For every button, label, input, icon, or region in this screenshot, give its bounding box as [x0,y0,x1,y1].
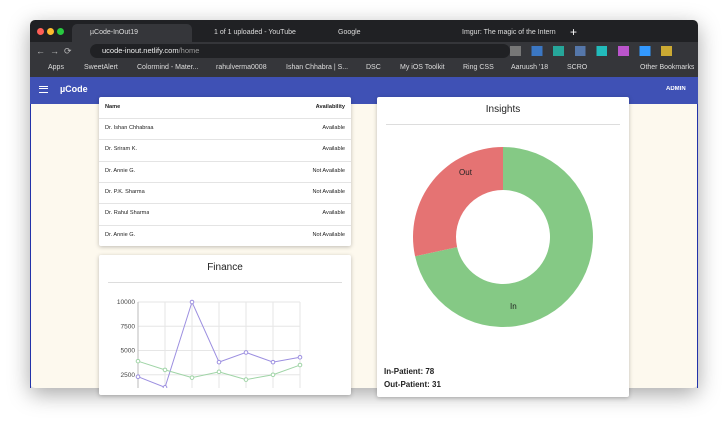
summary-line: In-Patient: 78 [384,367,435,376]
content-border [30,104,698,388]
header-cell: Availability [315,104,345,110]
point [243,377,249,382]
new-tab[interactable]: + [570,25,578,39]
bookmark[interactable]: SweetAlert [84,64,118,71]
app-title: µCode [60,84,88,94]
point [189,299,195,305]
point [162,385,168,388]
point [297,354,303,360]
row-divider [99,224,351,226]
tab[interactable]: 1 of 1 uploaded - YouTube [214,29,296,36]
y-tick-label: 2500 [121,372,136,379]
table-cell: Dr. P.K. Sharma [105,188,145,195]
tab-bar [30,20,698,42]
bookmark[interactable]: Other Bookmarks [640,64,695,71]
y-tick-label: 5000 [121,348,136,355]
table-cell: Not Available [312,188,345,195]
point [216,359,222,365]
user-button[interactable]: ADMIN [666,86,686,92]
page-bottom [0,388,728,427]
bookmark[interactable]: Colormind - Mater... [137,64,199,71]
extensions[interactable] [510,46,690,56]
table-cell: Dr. Sriram K. [105,146,138,153]
pie-slice [415,147,593,327]
window-controls[interactable] [37,28,67,35]
tab[interactable]: Imgur: The magic of the Intern [462,29,556,36]
table-cell: Available [322,125,345,131]
bookmark[interactable]: Apps [48,64,64,71]
url-path: /home [178,46,200,55]
bookmark[interactable]: Aaruush '18 [511,64,549,71]
point [189,375,195,380]
table-cell: Dr. Annie G. [105,167,136,174]
point [135,358,141,364]
bookmark[interactable]: Ring CSS [463,64,494,71]
y-tick-label: 7500 [121,323,136,330]
slice-label: In [510,302,517,311]
y-tick-label: 10000 [117,299,135,306]
tab[interactable]: µCode-InOut19 [72,24,192,42]
table-cell: Available [322,210,345,217]
point [270,359,276,365]
row-divider [99,203,351,205]
divider [386,124,620,125]
point [162,367,168,373]
address-bar[interactable]: ucode-inout.netlify.com/home [90,44,510,58]
point [135,374,141,379]
table-cell: Dr. Annie G. [105,231,136,238]
table-cell: Available [322,146,345,153]
point [243,350,249,355]
finance-card [99,255,351,395]
table-cell: Not Available [312,231,345,238]
slice-label: Out [459,168,473,177]
divider [108,282,342,283]
bookmark[interactable]: rahulverma0008 [216,64,267,71]
doctor-table: Name Availability Dr. Ishan Chhabraa Availa… [99,97,351,246]
bookmark[interactable]: SCRO [567,64,588,71]
menu-button[interactable] [39,86,48,93]
bookmark[interactable]: Ishan Chhabra | S... [286,64,349,71]
finance-title: Finance [207,262,243,273]
table-cell: Dr. Ishan Chhabraa [105,125,154,131]
row-divider [99,181,351,183]
point [297,362,303,368]
point [216,369,222,375]
row-divider [99,160,351,162]
bookmark[interactable]: My iOS Toolkit [400,64,445,71]
url-host: ucode-inout.netlify.com [102,46,179,55]
bookmark[interactable]: DSC [366,64,381,71]
table-cell: Dr. Rahul Sharma [105,210,150,217]
point [270,372,276,378]
pie-slice [413,147,503,257]
row-divider [99,118,351,119]
insights-title: Insights [485,104,521,115]
tab[interactable]: Google [338,29,361,36]
table-cell: Not Available [312,167,345,174]
row-divider [99,139,351,141]
header-cell: Name [105,104,121,110]
summary-line: Out-Patient: 31 [384,380,441,388]
nav-buttons[interactable]: ← → ⟳ [36,46,72,56]
